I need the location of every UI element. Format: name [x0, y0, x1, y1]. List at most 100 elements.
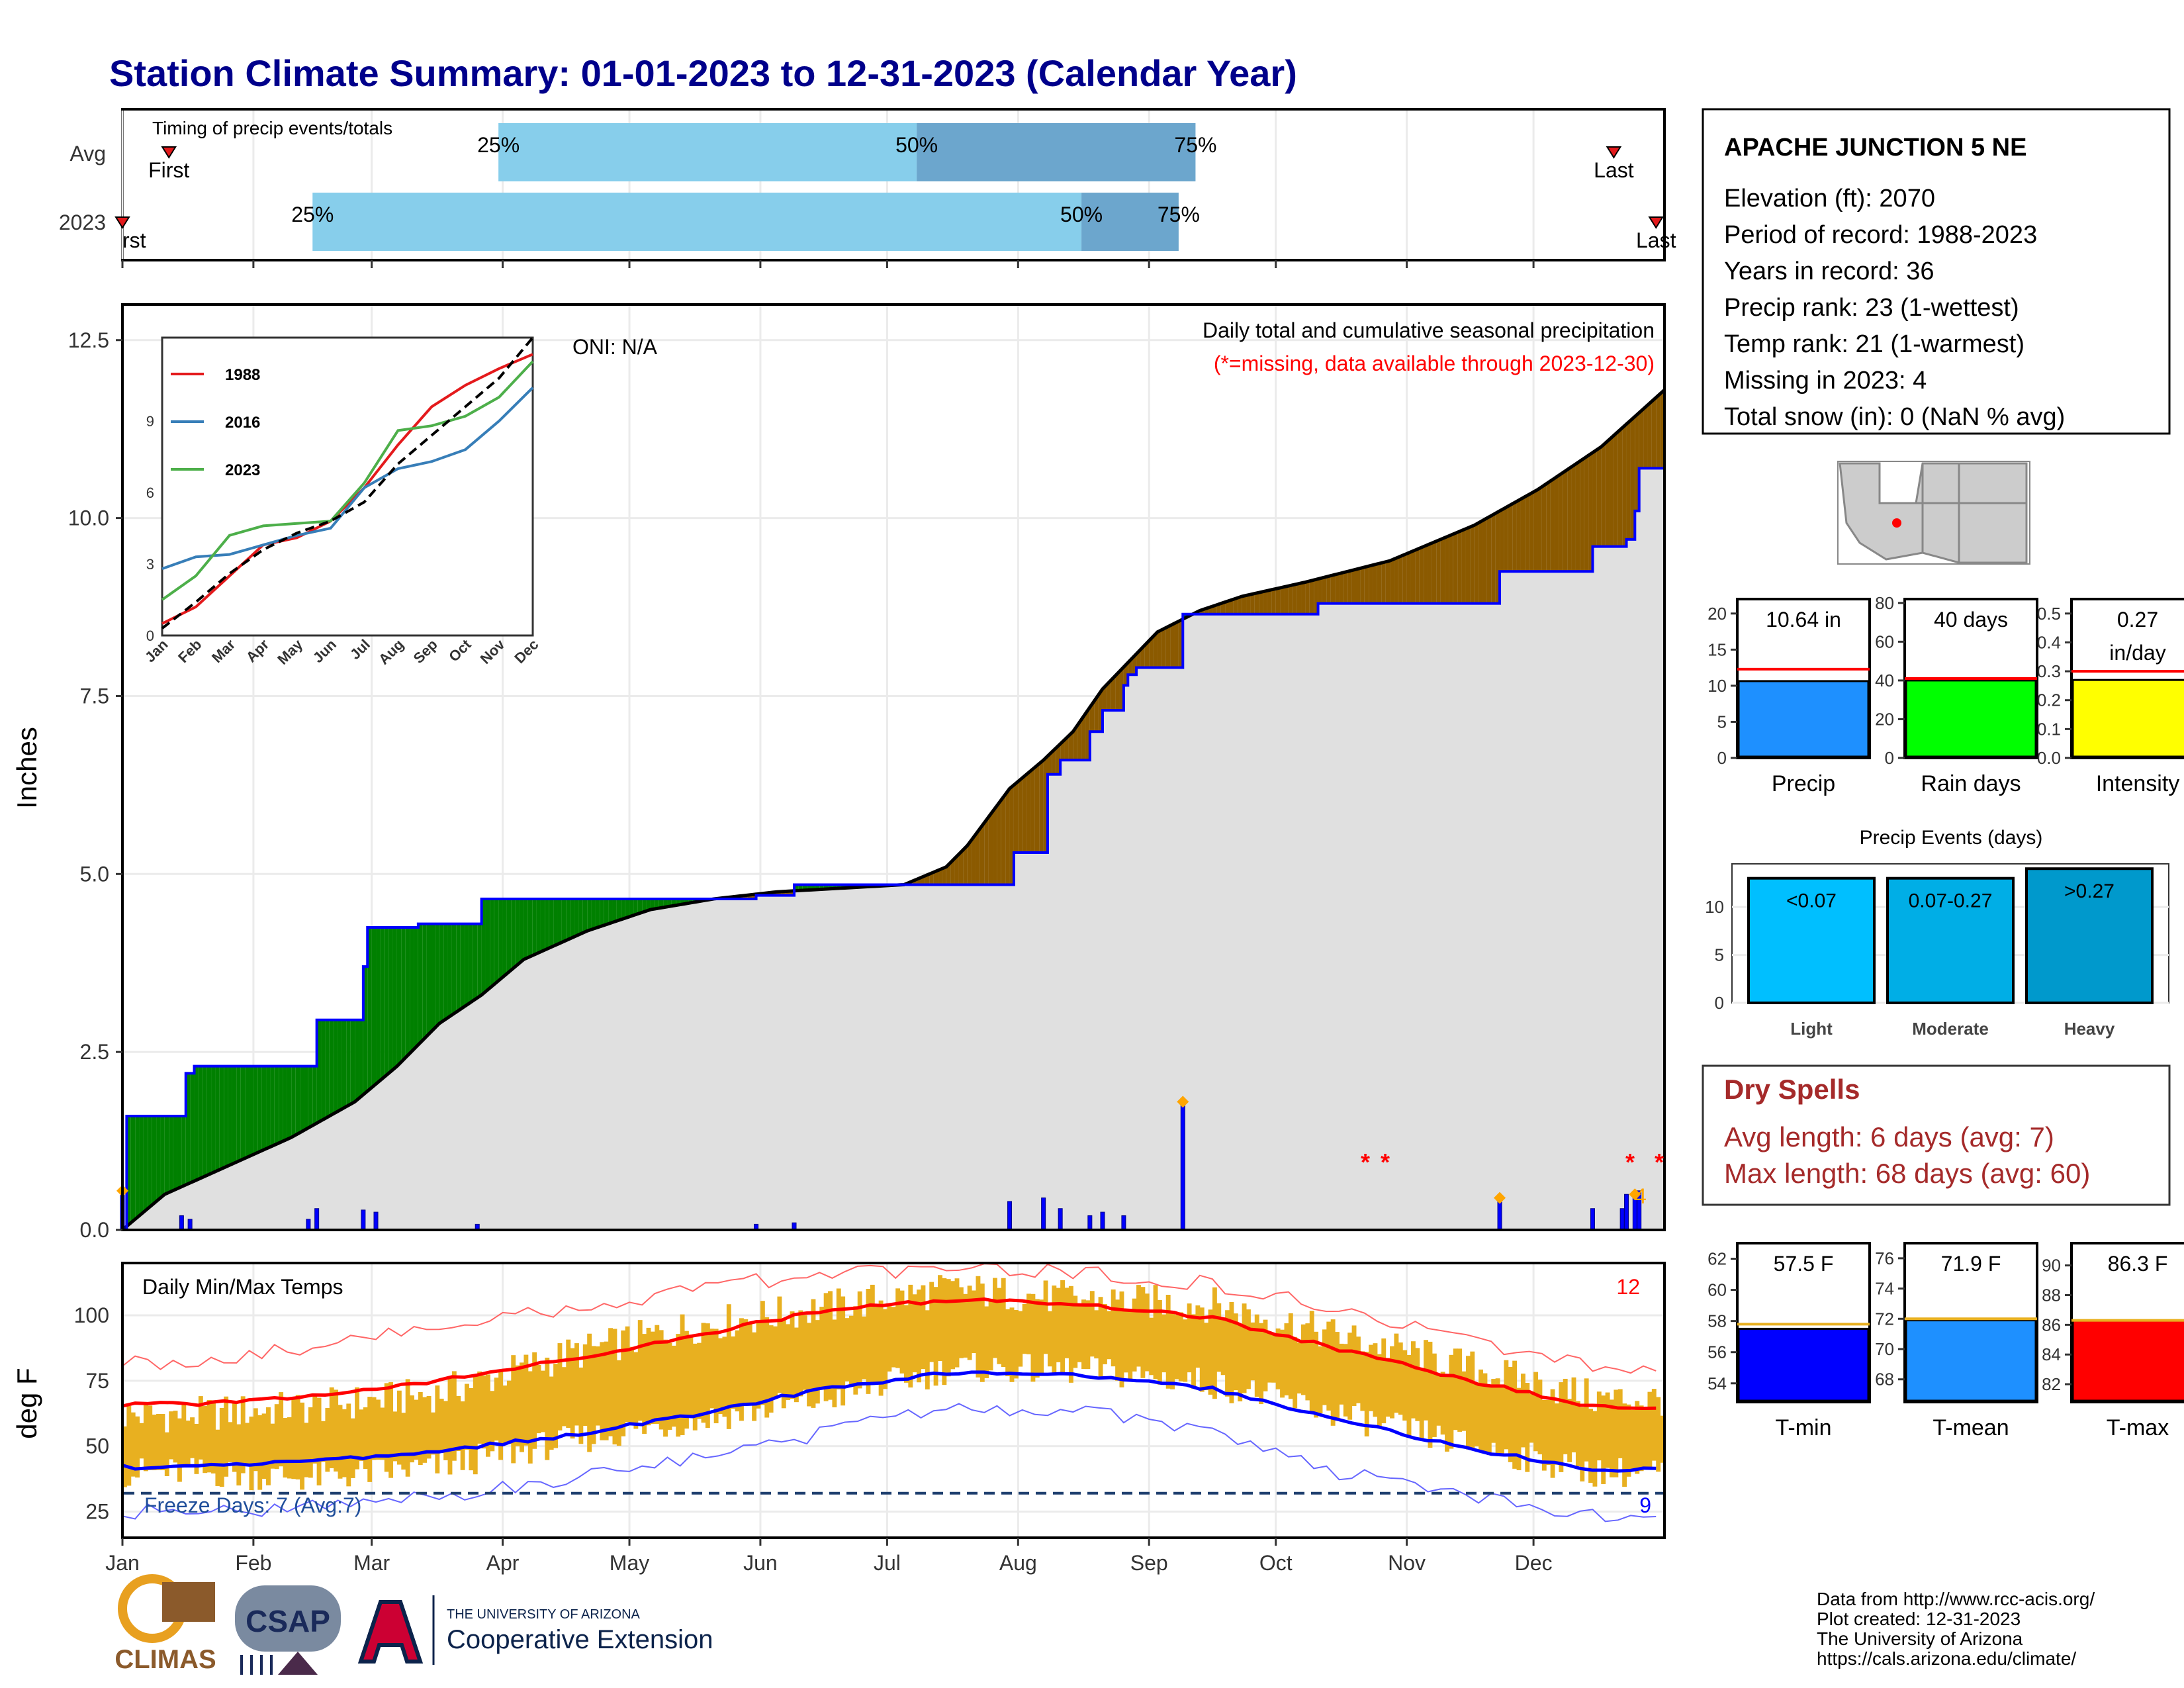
daily-temp-bar: [1048, 1311, 1052, 1367]
cumulative-difference-segment: [1445, 536, 1449, 604]
temp-summary-xlabel: T-max: [2107, 1415, 2169, 1440]
daily-temp-bar: [608, 1328, 613, 1436]
daily-temp-bar: [1398, 1342, 1403, 1415]
daily-temp-bar: [1335, 1332, 1340, 1421]
month-tick-label: Jul: [874, 1551, 901, 1575]
cumulative-difference-segment: [1242, 595, 1247, 614]
daily-temp-bar: [355, 1387, 359, 1470]
record-day-marker: [1494, 1192, 1506, 1204]
daily-temp-bar: [570, 1348, 575, 1439]
cumulative-difference-segment: [308, 1066, 313, 1128]
cumulative-difference-segment: [1520, 496, 1525, 572]
precip-summary-ytick-label: 15: [1707, 639, 1727, 659]
avg-max-line: [122, 1297, 1657, 1410]
daily-temp-bar: [697, 1342, 702, 1419]
cumulative-difference-segment: [392, 927, 397, 1070]
cumulative-difference-segment: [1022, 774, 1027, 853]
daily-temp-bar: [130, 1412, 136, 1477]
daily-temp-bar: [1161, 1314, 1167, 1373]
daily-temp-bar: [1301, 1324, 1306, 1395]
cumulative-difference-segment: [283, 1066, 287, 1141]
cumulative-difference-segment: [1525, 494, 1529, 572]
daily-temp-bar: [185, 1421, 191, 1468]
precip-summary-ytick-label: 60: [1875, 632, 1894, 651]
ua-big-text: Cooperative Extension: [447, 1625, 713, 1654]
cumulative-difference-segment: [587, 898, 592, 931]
daily-precip-bar: [1041, 1197, 1046, 1231]
daily-temp-bar: [1064, 1288, 1069, 1358]
daily-temp-bar: [1005, 1309, 1011, 1376]
cumulative-difference-segment: [561, 898, 567, 943]
record-max-line: [122, 1263, 1657, 1374]
daily-temp-bar: [1406, 1354, 1412, 1438]
daily-temp-bar: [169, 1411, 174, 1460]
daily-temp-bar: [1089, 1291, 1095, 1357]
precip-summary-ytick-label: 0.1: [2037, 719, 2061, 739]
daily-temp-bar: [346, 1403, 351, 1487]
daily-temp-bar: [891, 1307, 896, 1368]
daily-temp-bar: [612, 1329, 617, 1445]
temp-summary-value-label: 86.3 F: [2108, 1252, 2168, 1276]
daily-temp-bar: [283, 1418, 288, 1478]
cumulative-difference-segment: [1013, 781, 1019, 853]
cumulative-difference-segment: [1440, 538, 1445, 604]
cumulative-difference-segment: [485, 898, 490, 992]
daily-temp-bar: [279, 1392, 284, 1467]
daily-temp-bar: [718, 1338, 723, 1415]
timing-p75-label: 75%: [1174, 133, 1216, 157]
daily-temp-bar: [1449, 1354, 1454, 1449]
cumulative-difference-segment: [135, 1115, 140, 1219]
cumulative-difference-segment: [325, 1019, 330, 1119]
cumulative-difference-segment: [367, 927, 372, 1092]
cumulative-difference-segment: [1601, 443, 1606, 547]
daily-temp-bar: [739, 1318, 744, 1421]
daily-temp-bar: [646, 1327, 651, 1426]
inset-ytick-label: 9: [146, 413, 154, 430]
month-tick-label: Sep: [1130, 1551, 1168, 1575]
cumulative-difference-segment: [215, 1066, 220, 1172]
cumulative-difference-segment: [1225, 600, 1230, 614]
cumulative-difference-segment: [1508, 504, 1513, 572]
daily-temp-bar: [447, 1378, 453, 1475]
cumulative-difference-segment: [963, 845, 968, 885]
daily-temp-bar: [836, 1288, 841, 1389]
cumulative-difference-segment: [1293, 584, 1297, 614]
cumulative-difference-segment: [954, 854, 959, 885]
daily-temp-bar: [1584, 1378, 1589, 1462]
daily-temp-bar: [946, 1279, 951, 1377]
events-ytick-label: 10: [1705, 897, 1724, 917]
cumulative-difference-segment: [1297, 583, 1302, 614]
daily-temp-bar: [1555, 1403, 1559, 1465]
daily-temp-bar: [291, 1397, 296, 1479]
missing-mark: *: [1361, 1149, 1370, 1176]
daily-precip-bar: [373, 1211, 379, 1231]
cumulative-difference-segment: [1330, 575, 1336, 604]
daily-precip-bar: [1624, 1194, 1629, 1231]
cumulative-difference-segment: [1622, 424, 1627, 547]
daily-temp-bar: [1351, 1325, 1357, 1406]
inset-ytick-label: 6: [146, 485, 154, 501]
cumulative-difference-segment: [270, 1066, 275, 1147]
daily-precip-bar: [179, 1215, 184, 1231]
dry-spells-title: Dry Spells: [1724, 1074, 1860, 1105]
cumulative-difference-segment: [1073, 726, 1077, 761]
cumulative-difference-segment: [993, 806, 997, 885]
daily-temp-bar: [392, 1411, 398, 1462]
daily-temp-bar: [781, 1319, 786, 1409]
cumulative-difference-segment: [405, 927, 410, 1058]
daily-temp-bar: [1563, 1378, 1568, 1454]
cumulative-difference-segment: [1369, 565, 1373, 604]
cumulative-difference-segment: [236, 1066, 241, 1162]
cumulative-difference-segment: [169, 1115, 173, 1193]
daily-temp-bar: [1288, 1313, 1293, 1399]
daily-temp-bar: [350, 1418, 355, 1478]
daily-temp-bar: [211, 1400, 216, 1474]
precip-panel-frame: [121, 303, 1666, 1231]
record-day-marker: [1629, 1188, 1641, 1201]
events-bar: [1886, 876, 2015, 1004]
cumulative-difference-segment: [473, 923, 478, 1001]
daily-temp-bar: [1212, 1287, 1217, 1399]
cumulative-difference-segment: [595, 898, 600, 929]
cumulative-difference-segment: [659, 898, 664, 908]
